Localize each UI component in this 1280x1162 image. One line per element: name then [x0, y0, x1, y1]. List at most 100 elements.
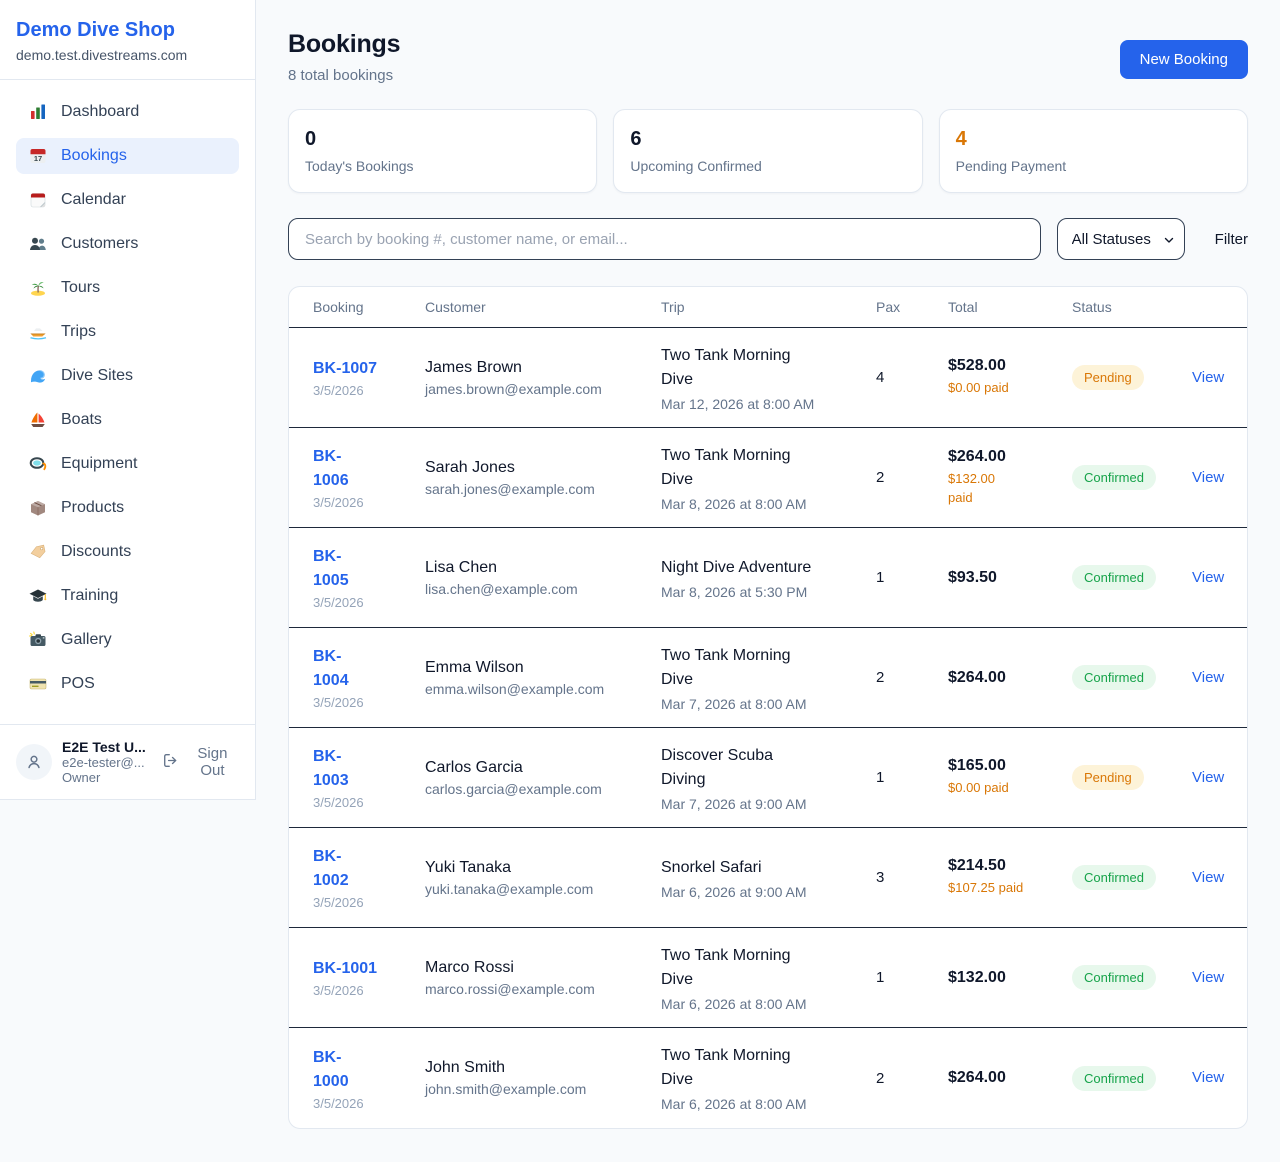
- sidebar-item-gallery[interactable]: Gallery: [16, 622, 239, 658]
- trip-datetime: Mar 6, 2026 at 8:00 AM: [661, 995, 807, 1012]
- products-icon: [28, 498, 48, 518]
- booking-id-link[interactable]: BK- 1003: [313, 748, 349, 789]
- customer-name: Carlos Garcia: [425, 758, 523, 776]
- trips-icon: [28, 322, 48, 342]
- stat-label: Today's Bookings: [305, 158, 414, 174]
- table-row: BK- 1002 3/5/2026 Yuki Tanaka yuki.tanaka@…: [289, 828, 1247, 928]
- discounts-icon: [28, 542, 48, 562]
- booking-id-link[interactable]: BK-1007: [313, 360, 378, 377]
- view-link[interactable]: View: [1192, 368, 1225, 386]
- booking-date: 3/5/2026: [313, 795, 364, 810]
- sidebar-item-tours[interactable]: Tours: [16, 270, 239, 306]
- trip-name: Snorkel Safari: [661, 858, 762, 876]
- customer-email: john.smith@example.com: [425, 1081, 587, 1097]
- trip-name: Two Tank Morning Dive: [661, 346, 791, 388]
- stat-value: 0: [305, 128, 317, 150]
- sidebar-item-dive-sites[interactable]: Dive Sites: [16, 358, 239, 394]
- view-link[interactable]: View: [1192, 768, 1225, 786]
- customer-name: James Brown: [425, 358, 522, 376]
- sidebar-item-label: Calendar: [61, 191, 126, 208]
- sidebar-item-dashboard[interactable]: Dashboard: [16, 94, 239, 130]
- table-row: BK-1001 3/5/2026 Marco Rossi marco.rossi@e…: [289, 928, 1247, 1028]
- booking-id-link[interactable]: BK- 1004: [313, 648, 349, 689]
- sidebar-item-products[interactable]: Products: [16, 490, 239, 526]
- tours-icon: [28, 278, 48, 298]
- sidebar-item-label: Tours: [61, 279, 101, 296]
- new-booking-button[interactable]: New Booking: [1119, 40, 1248, 79]
- sidebar-item-pos[interactable]: POS: [16, 666, 239, 702]
- pax-count: 4: [876, 369, 885, 386]
- booking-id-link[interactable]: BK- 1000: [313, 1048, 349, 1090]
- sidebar-item-boats[interactable]: Boats: [16, 402, 239, 438]
- status-filter-select[interactable]: All Statuses: [1056, 218, 1185, 260]
- calendar-icon: [28, 190, 48, 210]
- view-link[interactable]: View: [1192, 668, 1225, 686]
- customer-name: Sarah Jones: [425, 458, 515, 476]
- view-link[interactable]: View: [1192, 1069, 1225, 1086]
- trip-datetime: Mar 7, 2026 at 8:00 AM: [661, 695, 807, 712]
- view-link[interactable]: View: [1192, 468, 1225, 486]
- status-badge: Confirmed: [1072, 465, 1156, 490]
- user-email: e2e-tester@...: [62, 755, 145, 770]
- col-pax: Pax: [876, 299, 901, 315]
- sidebar-item-calendar[interactable]: Calendar: [16, 182, 239, 218]
- customer-email: carlos.garcia@example.com: [425, 780, 602, 797]
- booking-date: 3/5/2026: [313, 695, 364, 710]
- view-link[interactable]: View: [1192, 568, 1225, 586]
- view-link[interactable]: View: [1192, 968, 1225, 986]
- total-amount: $93.50: [948, 568, 997, 586]
- booking-id-link[interactable]: BK- 1005: [313, 548, 349, 589]
- trip-datetime: Mar 7, 2026 at 9:00 AM: [661, 795, 807, 812]
- sidebar-item-label: Equipment: [61, 455, 138, 472]
- sidebar-item-discounts[interactable]: Discounts: [16, 534, 239, 570]
- shop-domain: demo.test.divestreams.com: [16, 47, 188, 63]
- customer-email: lisa.chen@example.com: [425, 580, 578, 597]
- trip-datetime: Mar 6, 2026 at 9:00 AM: [661, 883, 807, 900]
- dashboard-icon: [28, 102, 48, 122]
- booking-id-link[interactable]: BK- 1002: [313, 848, 349, 889]
- brand: Demo Dive Shop demo.test.divestreams.com: [0, 0, 255, 80]
- page-header: Bookings 8 total bookings New Booking: [288, 30, 1248, 84]
- filter-button[interactable]: Filter: [1214, 230, 1248, 248]
- status-badge: Confirmed: [1072, 1065, 1156, 1091]
- stat-card-pending-payment: 4 Pending Payment: [938, 109, 1248, 193]
- total-amount: $214.50: [948, 857, 1006, 875]
- gallery-icon: [28, 630, 48, 650]
- pax-count: 1: [876, 769, 885, 786]
- status-filter-wrap: All Statuses: [1056, 218, 1185, 260]
- pax-count: 1: [876, 569, 885, 586]
- booking-id-link[interactable]: BK-1001: [313, 960, 378, 977]
- sidebar-item-label: Training: [61, 587, 119, 604]
- sidebar-item-label: Gallery: [61, 631, 112, 648]
- sign-out-button[interactable]: Sign Out: [162, 745, 239, 779]
- stat-card-todays-bookings: 0 Today's Bookings: [288, 109, 598, 193]
- sidebar-item-equipment[interactable]: Equipment: [16, 446, 239, 482]
- paid-amount: $132.00 paid: [948, 470, 995, 505]
- user-footer: E2E Test U... e2e-tester@... Owner Sign …: [0, 724, 255, 799]
- sidebar-item-label: Products: [61, 499, 125, 516]
- sidebar-item-customers[interactable]: Customers: [16, 226, 239, 262]
- equipment-icon: [28, 454, 48, 474]
- booking-date: 3/5/2026: [313, 495, 364, 510]
- view-link[interactable]: View: [1192, 868, 1225, 886]
- sidebar-item-label: Boats: [61, 411, 102, 428]
- boats-icon: [28, 410, 48, 430]
- sidebar-item-bookings[interactable]: 17 Bookings: [16, 138, 239, 174]
- booking-date: 3/5/2026: [313, 1095, 364, 1111]
- table-row: BK- 1003 3/5/2026 Carlos Garcia carlos.gar…: [289, 728, 1247, 828]
- table-row: BK- 1004 3/5/2026 Emma Wilson emma.wilson@…: [289, 628, 1247, 728]
- main-content: Bookings 8 total bookings New Booking 0 …: [256, 0, 1280, 1129]
- customer-email: emma.wilson@example.com: [425, 680, 605, 697]
- sidebar-item-trips[interactable]: Trips: [16, 314, 239, 350]
- customer-name: Marco Rossi: [425, 958, 514, 976]
- total-amount: $264.00: [948, 1069, 1006, 1086]
- sidebar-item-training[interactable]: Training: [16, 578, 239, 614]
- booking-date: 3/5/2026: [313, 983, 364, 998]
- search-input[interactable]: [288, 218, 1041, 260]
- pax-count: 2: [876, 1069, 885, 1087]
- customer-email: marco.rossi@example.com: [425, 980, 595, 997]
- customer-email: james.brown@example.com: [425, 380, 602, 397]
- sign-out-label: Sign Out: [197, 745, 228, 779]
- booking-id-link[interactable]: BK- 1006: [313, 448, 349, 489]
- trip-name: Two Tank Morning Dive: [661, 446, 791, 488]
